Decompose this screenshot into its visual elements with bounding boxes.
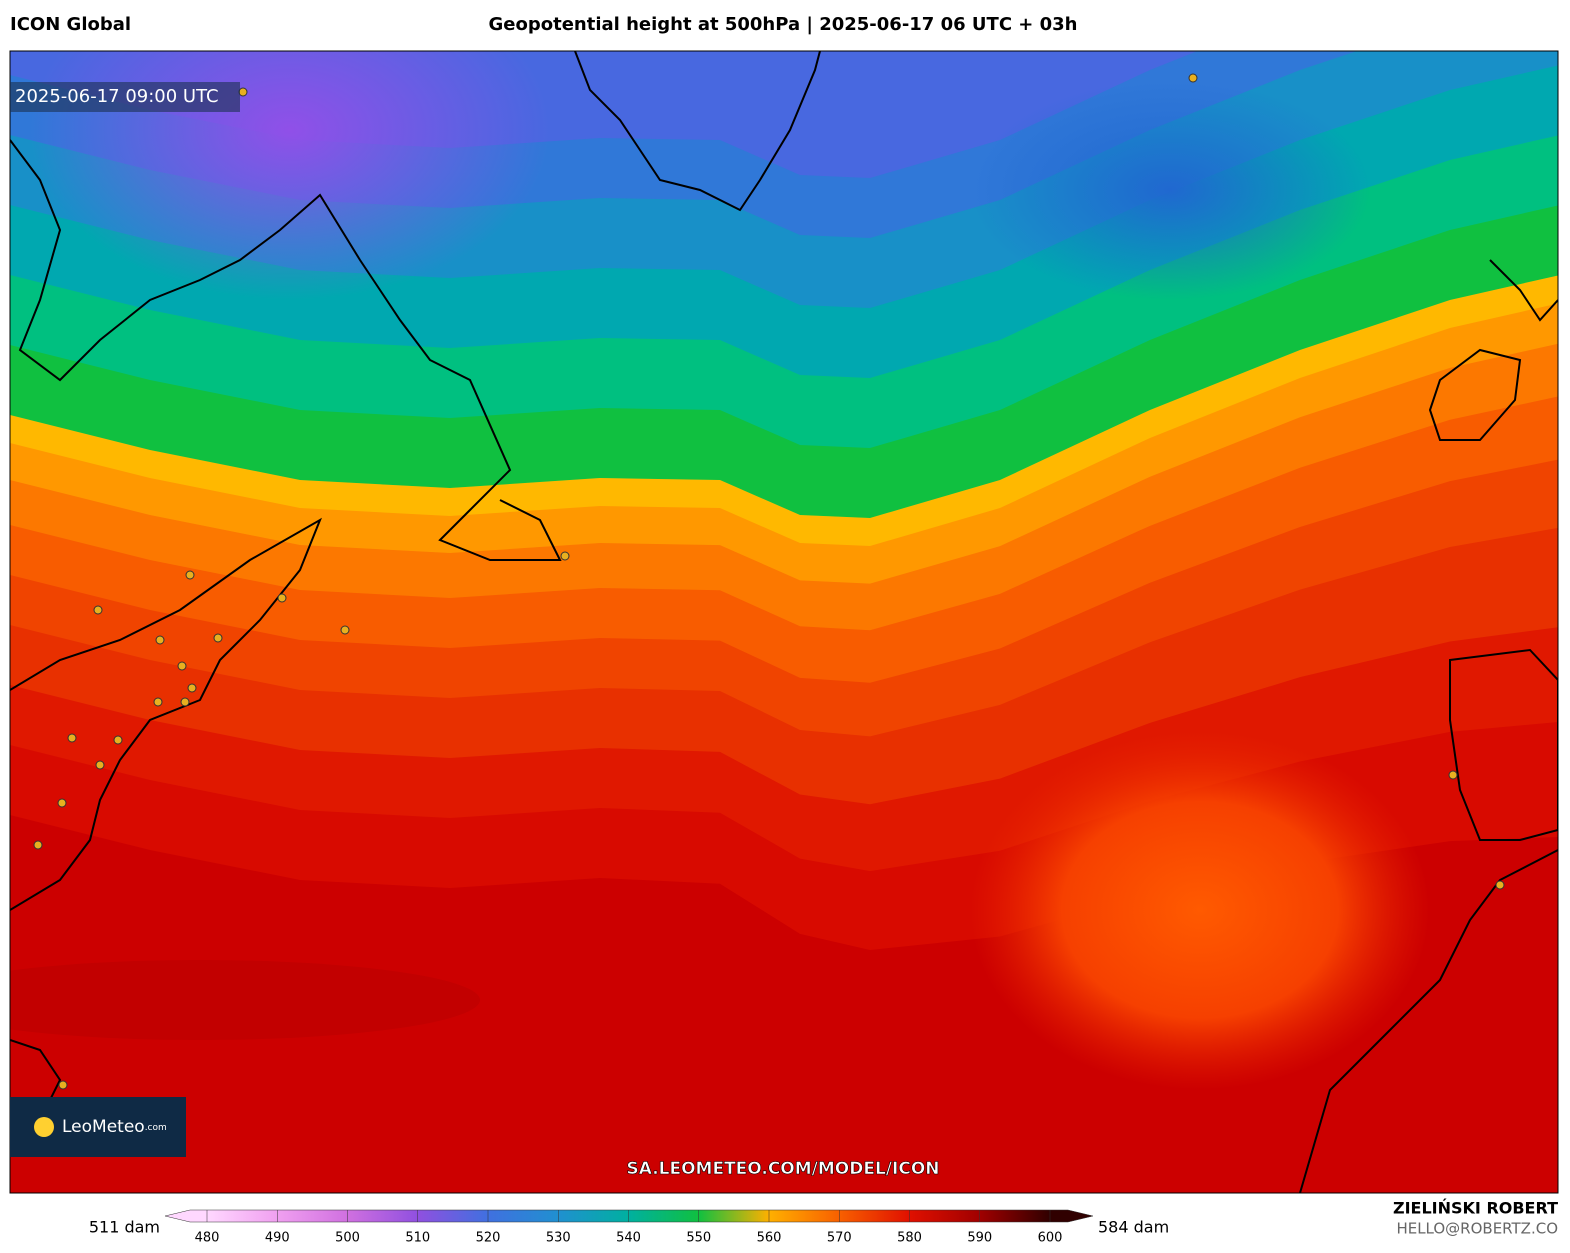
coastline <box>10 1039 62 1101</box>
subtropical-high <box>970 730 1430 1090</box>
colorbar-tick-label: 550 <box>686 1231 711 1246</box>
colorbar-min: 511 dam <box>89 1218 160 1237</box>
colorbar-tick-label: 540 <box>616 1231 641 1246</box>
colorbar-tick-label: 580 <box>897 1231 922 1246</box>
city-marker <box>57 798 67 808</box>
map-title: Geopotential height at 500hPa | 2025-06-… <box>488 14 1077 35</box>
city-marker <box>67 733 77 743</box>
coastline <box>1428 348 1522 441</box>
logo-name: LeoMeteo <box>62 1117 145 1137</box>
city-marker <box>95 760 105 770</box>
coastline <box>1449 648 1558 841</box>
city-marker <box>277 593 287 603</box>
city-marker <box>560 551 570 561</box>
timestamp: 2025-06-17 09:00 UTC <box>15 86 219 107</box>
colorbar-max: 584 dam <box>1098 1218 1169 1237</box>
city-marker <box>187 683 197 693</box>
city-marker <box>153 697 163 707</box>
city-marker <box>113 735 123 745</box>
colorbar-tick-label: 520 <box>476 1231 501 1246</box>
colorbar-tick-label: 570 <box>827 1231 852 1246</box>
coastline <box>10 517 322 911</box>
city-marker <box>1448 770 1458 780</box>
upper-low <box>970 80 1370 300</box>
timestamp-box <box>10 82 240 112</box>
dark-core <box>10 960 480 1040</box>
logo-sun <box>34 1117 54 1137</box>
author: ZIELIŃSKI ROBERT <box>1393 1199 1558 1218</box>
watermark: SA.LEOMETEO.COM/MODEL/ICON <box>626 1159 939 1179</box>
map <box>10 51 1558 1193</box>
coastline <box>10 139 562 561</box>
colorbar-tick-label: 590 <box>967 1231 992 1246</box>
cold-low <box>30 51 550 300</box>
colorbar-tick-label: 500 <box>335 1231 360 1246</box>
city-marker <box>1495 880 1505 890</box>
colorbar-tick-label: 510 <box>405 1231 430 1246</box>
coastline <box>1299 849 1558 1193</box>
city-marker <box>93 605 103 615</box>
city-marker <box>1188 73 1198 83</box>
city-marker <box>33 840 43 850</box>
colorbar-tick-label: 480 <box>195 1231 220 1246</box>
city-marker <box>238 87 248 97</box>
city-marker <box>185 570 195 580</box>
city-marker <box>177 661 187 671</box>
colorbar-bar <box>164 1209 1094 1223</box>
logo-text: LeoMeteo.com <box>62 1117 167 1137</box>
email: HELLO@ROBERTZ.CO <box>1396 1220 1558 1238</box>
city-marker <box>213 633 223 643</box>
colorbar-tick-label: 490 <box>265 1231 290 1246</box>
city-marker <box>58 1080 68 1090</box>
colorbar-tick-label: 530 <box>546 1231 571 1246</box>
city-marker <box>155 635 165 645</box>
logo-suffix: .com <box>145 1123 167 1133</box>
map-frame <box>9 50 1559 1194</box>
colorbar-tick-label: 560 <box>757 1231 782 1246</box>
colorbar-tick-label: 600 <box>1038 1231 1063 1246</box>
city-marker <box>180 697 190 707</box>
coastline <box>1489 259 1558 322</box>
city-marker <box>340 625 350 635</box>
coastline <box>574 51 821 212</box>
colorbar: 480 490 500 510 520 530 540 550 560 570 580 590 600 <box>164 1209 1094 1246</box>
model-name: ICON Global <box>10 14 131 35</box>
